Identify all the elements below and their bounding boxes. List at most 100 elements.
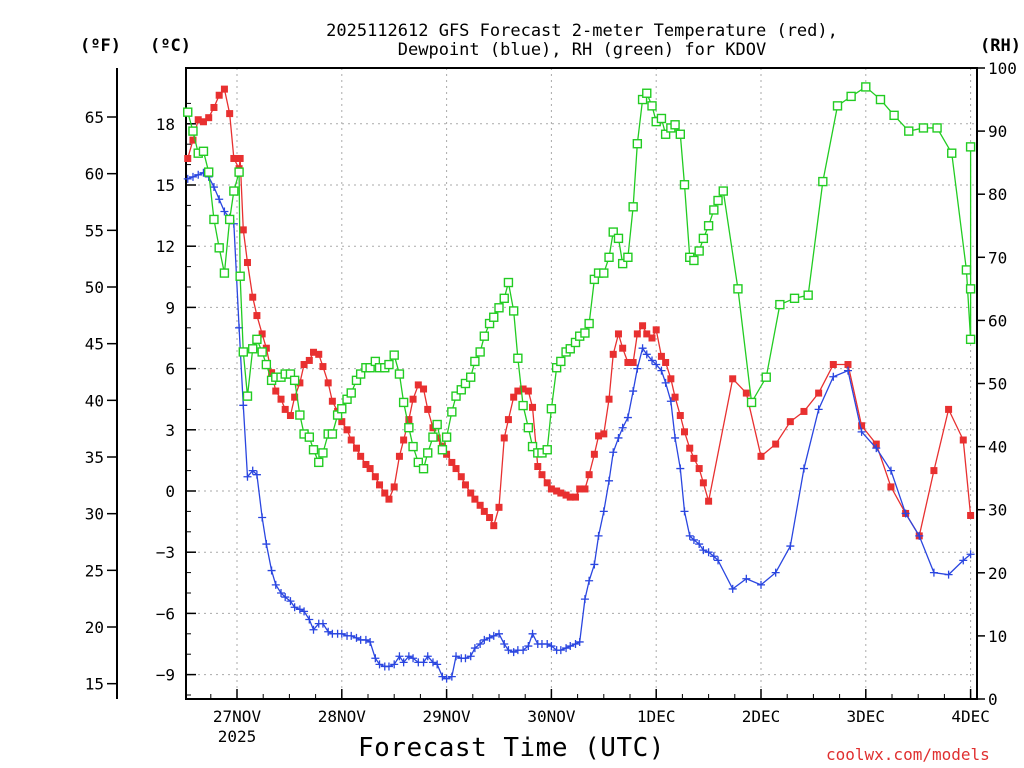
rh-point — [670, 120, 680, 130]
dewpoint-point — [433, 660, 442, 669]
rh-point — [238, 347, 248, 357]
temperature-point — [543, 479, 551, 487]
dewpoint-point — [194, 170, 203, 179]
dewpoint-point — [704, 548, 713, 557]
temperature-point — [338, 418, 346, 426]
dewpoint-point — [676, 464, 685, 473]
dewpoint-point — [352, 633, 361, 642]
rh-point — [479, 331, 490, 341]
rh-point — [308, 445, 319, 455]
dewpoint-point — [243, 472, 252, 481]
rh-point — [318, 448, 328, 458]
temperature-point — [930, 467, 938, 475]
fahrenheit-tick-label: 50 — [85, 278, 104, 297]
series-group — [183, 82, 976, 683]
temperature-point — [253, 312, 261, 320]
dewpoint-point — [375, 660, 384, 669]
rh-point — [470, 356, 480, 367]
rh-point — [475, 347, 485, 357]
temperature-point — [629, 358, 637, 366]
dewpoint-point — [324, 627, 333, 636]
temperature-point — [277, 395, 285, 403]
dewpoint-point — [466, 652, 475, 661]
temperature-point — [362, 460, 370, 468]
temperature-point — [662, 358, 670, 366]
temperature-point — [286, 412, 294, 420]
dewpoint-point — [799, 464, 808, 473]
rh-tick-label: 70 — [988, 248, 1007, 267]
rh-point — [628, 202, 638, 212]
celsius-tick-label: 3 — [165, 421, 175, 440]
rh-point — [188, 126, 198, 136]
temperature-point — [671, 393, 679, 401]
rh-point — [441, 432, 452, 442]
rh-point — [832, 101, 843, 111]
temperature-point — [467, 489, 475, 497]
dewpoint-point — [220, 207, 229, 216]
rh-point — [224, 214, 235, 225]
temperature-point — [590, 450, 598, 458]
dewpoint-point — [347, 631, 356, 640]
rh-point — [219, 268, 230, 278]
temperature-point — [409, 395, 417, 403]
rh-point — [327, 429, 338, 439]
rh-point — [904, 126, 914, 136]
rh-point — [447, 407, 457, 417]
temperature-point — [495, 503, 503, 511]
rh-point — [451, 391, 461, 401]
temperature-point — [385, 495, 393, 503]
dewpoint-point — [843, 366, 852, 375]
dewpoint-point — [489, 631, 498, 640]
dewpoint-point — [699, 546, 708, 555]
temperature-point — [504, 416, 512, 424]
dewpoint-point — [648, 356, 657, 365]
temperature-point — [390, 483, 398, 491]
rh-point — [694, 246, 704, 256]
dewpoint-point — [258, 513, 267, 522]
rh-point — [198, 146, 209, 156]
credit-link[interactable]: coolwx.com/models — [826, 745, 990, 764]
dewpoint-point — [671, 433, 680, 442]
temperature-point — [566, 493, 574, 501]
rh-point — [257, 347, 267, 357]
x-tick-label: 29NOV — [423, 707, 472, 726]
dewpoint-point — [423, 652, 432, 661]
temperature-point — [220, 85, 228, 93]
x-tick-label: 30NOV — [527, 707, 576, 726]
x-tick-label: 2DEC — [742, 707, 781, 726]
dewpoint-point — [470, 644, 479, 653]
x-tick-label: 28NOV — [318, 707, 367, 726]
dewpoint-point — [714, 556, 723, 565]
dewpoint-point — [361, 635, 370, 644]
rh-point — [428, 432, 438, 442]
rh-point — [513, 353, 523, 363]
rh-point — [460, 378, 471, 389]
temperature-point — [300, 361, 308, 369]
temperature-point — [686, 444, 694, 452]
dewpoint-point — [571, 640, 580, 648]
temperature-point — [609, 350, 617, 358]
rh-point — [599, 268, 609, 278]
rh-point — [494, 303, 504, 313]
rh-tick-label: 100 — [988, 59, 1017, 78]
temperature-line — [187, 87, 972, 538]
dewpoint-point — [442, 674, 451, 683]
temperature-point — [510, 393, 518, 401]
dewpoint-point — [872, 444, 881, 453]
temperature-point — [680, 428, 688, 436]
rh-point — [423, 448, 433, 458]
temperature-point — [315, 350, 323, 358]
dewpoint-point — [519, 646, 528, 655]
rh-point — [489, 312, 499, 322]
rh-point — [261, 359, 272, 370]
temperature-point — [243, 259, 251, 267]
rh-point — [235, 271, 245, 281]
temperature-point — [605, 395, 613, 403]
temperature-point — [305, 356, 313, 364]
temperature-point — [534, 463, 542, 471]
dewpoint-point — [524, 642, 533, 651]
temperature-point — [695, 465, 703, 473]
celsius-tick-label: 12 — [156, 237, 175, 256]
dewpoint-point — [599, 507, 608, 516]
temperature-point — [639, 322, 647, 330]
